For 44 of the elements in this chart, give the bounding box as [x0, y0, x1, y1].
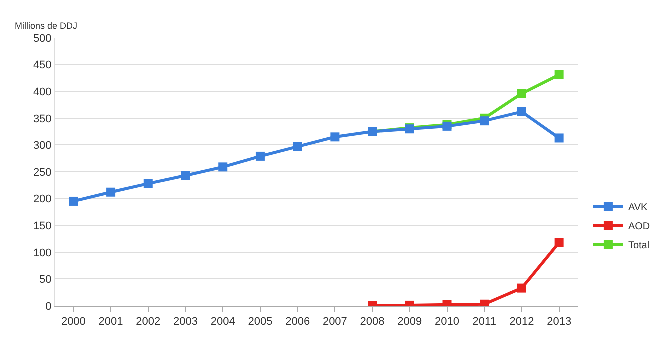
- point: [480, 116, 490, 126]
- legend-label: Total: [628, 240, 650, 252]
- x-tick-label: 2003: [174, 316, 198, 328]
- point: [144, 179, 153, 188]
- y-tick-label: 250: [33, 166, 52, 179]
- y-tick-label: 0: [46, 300, 52, 313]
- x-tick-label: 2010: [435, 316, 460, 328]
- point: [69, 196, 78, 206]
- x-tick-label: 2000: [61, 316, 86, 328]
- point: [517, 89, 526, 98]
- point: [517, 107, 526, 116]
- y-tick-label: 450: [33, 60, 52, 72]
- legend-label: AVK: [628, 202, 648, 214]
- x-tick-label: 2005: [248, 316, 273, 328]
- point: [256, 152, 265, 161]
- legend-label: AOD: [628, 222, 650, 232]
- y-tick-label: 150: [33, 220, 52, 232]
- point: [554, 134, 564, 143]
- y-tick-label: 400: [33, 86, 52, 98]
- x-tick-label: 2009: [398, 316, 422, 328]
- x-tick-label: 2001: [98, 316, 124, 328]
- point: [517, 284, 526, 293]
- x-tick-label: 2002: [136, 316, 161, 328]
- x-tick-label: 2007: [322, 316, 348, 328]
- point: [293, 142, 302, 152]
- point: [181, 171, 190, 180]
- point: [554, 238, 564, 248]
- x-tick-label: 2006: [286, 316, 310, 328]
- point: [554, 70, 564, 80]
- x-tick-label: 2013: [547, 316, 572, 328]
- x-tick-label: 2008: [360, 316, 385, 328]
- x-tick-label: 2011: [472, 316, 496, 328]
- point: [330, 132, 340, 142]
- y-tick-label: 50: [40, 274, 52, 286]
- y-axis-title: Millions de DDJ: [15, 21, 78, 31]
- x-tick-label: 2004: [210, 316, 236, 328]
- y-tick-label: 100: [33, 247, 52, 260]
- y-tick-label: 500: [33, 32, 52, 45]
- y-tick-label: 200: [33, 194, 52, 206]
- x-tick-label: 2012: [510, 316, 534, 328]
- y-tick-label: 350: [33, 113, 52, 126]
- point: [218, 162, 228, 172]
- y-tick-label: 300: [33, 140, 52, 152]
- point: [106, 188, 116, 197]
